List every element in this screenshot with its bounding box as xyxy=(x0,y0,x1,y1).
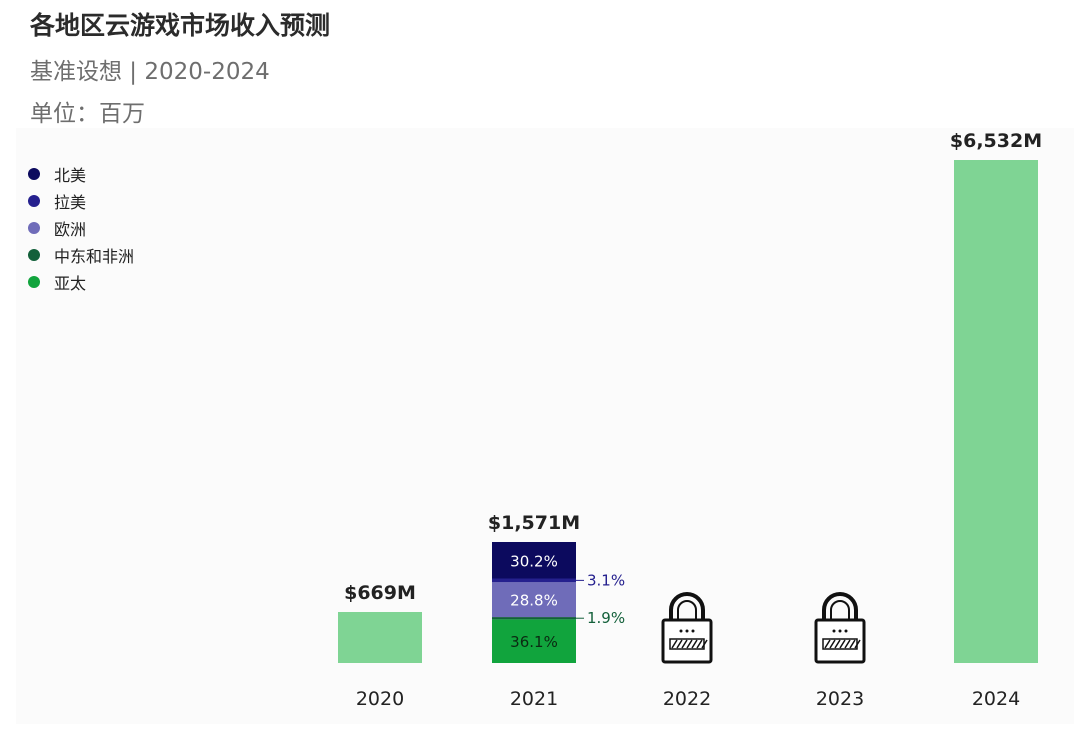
legend: 北美 拉美 欧洲 中东和非洲 亚太 xyxy=(28,160,134,295)
bar-segment-亚太 xyxy=(492,619,576,663)
segment-label: 1.9% xyxy=(587,609,625,627)
bar-total-label: $1,571M xyxy=(488,512,580,534)
x-tick-label: 2021 xyxy=(510,688,558,710)
legend-swatch xyxy=(28,248,40,261)
bar-segment-拉美 xyxy=(492,578,576,583)
legend-label: 北美 xyxy=(54,165,87,185)
chart-title: 各地区云游戏市场收入预测 xyxy=(30,11,331,40)
legend-item-north-america: 北美 xyxy=(28,160,134,187)
bar-2024 xyxy=(954,160,1038,663)
x-tick-label: 2020 xyxy=(356,688,404,710)
legend-label: 拉美 xyxy=(54,192,87,212)
legend-item-mea: 中东和非洲 xyxy=(28,241,134,268)
segment-label: 30.2% xyxy=(510,552,558,570)
segment-label: 28.8% xyxy=(510,592,558,610)
legend-item-latin-america: 拉美 xyxy=(28,187,134,214)
x-tick-label: 2024 xyxy=(972,688,1020,710)
lock-icon xyxy=(661,592,713,664)
bar-total-label: $6,532M xyxy=(950,130,1042,152)
bar-total-label: $669M xyxy=(344,582,416,604)
x-tick-label: 2023 xyxy=(816,688,864,710)
legend-label: 欧洲 xyxy=(54,219,87,239)
segment-label: 3.1% xyxy=(587,571,625,589)
legend-swatch xyxy=(28,194,40,207)
legend-label: 中东和非洲 xyxy=(54,246,135,266)
segment-label: 36.1% xyxy=(510,633,558,651)
chart-unit: 单位：百万 xyxy=(30,101,145,127)
bar-segment-欧洲 xyxy=(492,582,576,618)
chart-subtitle: 基准设想 | 2020-2024 xyxy=(30,59,270,85)
legend-swatch xyxy=(28,221,40,234)
legend-item-apac: 亚太 xyxy=(28,268,134,295)
bar-segment-北美 xyxy=(492,542,576,579)
legend-item-europe: 欧洲 xyxy=(28,214,134,241)
bar-segment-中东和非洲 xyxy=(492,617,576,620)
bar-2020 xyxy=(338,612,422,663)
legend-swatch xyxy=(28,275,40,288)
legend-swatch xyxy=(28,167,40,180)
legend-label: 亚太 xyxy=(54,273,87,293)
x-tick-label: 2022 xyxy=(663,688,711,710)
lock-icon xyxy=(814,592,866,664)
